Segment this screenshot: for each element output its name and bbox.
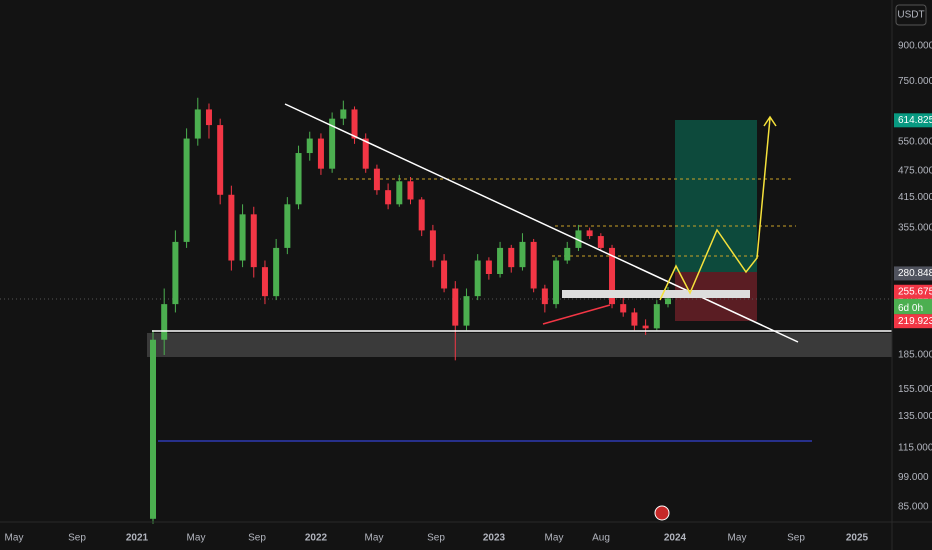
x-tick-label: 2024	[664, 533, 687, 544]
candle-body	[631, 312, 638, 326]
candle-body	[653, 304, 660, 329]
candle-body	[295, 153, 302, 205]
y-tick-label: 355.000	[898, 222, 932, 233]
candle-body	[597, 236, 604, 248]
x-tick-label: May	[5, 533, 24, 544]
y-tick-label: 135.000	[898, 411, 932, 422]
y-tick-label: 85.000	[898, 502, 929, 513]
price-badge-label: 219.923	[898, 316, 932, 327]
support-zone	[147, 333, 892, 357]
x-tick-label: Sep	[427, 533, 445, 544]
candle-body	[620, 304, 627, 313]
candle-body	[519, 241, 526, 268]
price-badge-label: 255.675	[898, 286, 932, 297]
candle-body	[183, 138, 190, 242]
candle-body	[485, 260, 492, 275]
currency-box[interactable]	[895, 4, 927, 26]
price-badge-label: 280.848	[898, 268, 932, 279]
zone	[562, 290, 750, 298]
candle-body	[194, 109, 201, 139]
candle-body	[205, 109, 212, 126]
candle-body	[575, 230, 582, 248]
candle-body	[429, 230, 436, 261]
currency: USDT	[897, 10, 924, 21]
candle-body	[541, 288, 548, 305]
candle-body	[340, 109, 347, 119]
candle-body	[228, 194, 235, 261]
y-tick-label: 550.000	[898, 137, 932, 148]
price-badge	[894, 113, 932, 128]
candle-body	[261, 267, 268, 297]
price-badge	[894, 266, 932, 281]
y-tick-label: 115.000	[898, 443, 932, 454]
countdown: 6d 0h	[898, 303, 923, 314]
candle-body	[306, 138, 313, 154]
y-tick-label: 750.000	[898, 76, 932, 87]
candle-body	[273, 247, 280, 297]
candle-body	[373, 168, 380, 191]
candle-body	[161, 304, 168, 340]
candle-body	[452, 288, 459, 326]
y-tick-label: 415.000	[898, 192, 932, 203]
candle-body	[351, 109, 358, 139]
candle-body	[642, 325, 649, 329]
candle-body	[329, 118, 336, 169]
x-tick-label: Sep	[68, 533, 86, 544]
axes: 900.000 750.000 550.000 475.000 415.000 355.0…	[5, 40, 932, 544]
candle-body	[474, 260, 481, 297]
arrow-head	[763, 115, 777, 127]
candle-body	[150, 339, 156, 519]
candle-body	[250, 214, 257, 268]
x-tick-label: Sep	[787, 533, 805, 544]
candle-body	[586, 230, 593, 237]
candle-body	[463, 296, 470, 326]
candle-body	[284, 204, 291, 248]
candle-body	[217, 125, 224, 195]
x-tick-label: 2023	[483, 533, 506, 544]
x-tick-label: May	[365, 533, 384, 544]
trend-line	[284, 103, 799, 343]
y-tick-label: 185.000	[898, 350, 932, 361]
candle-body	[553, 260, 560, 305]
candles	[150, 97, 671, 524]
candle-body	[530, 241, 537, 289]
candle-body	[609, 247, 616, 305]
x-tick-label: 2021	[126, 533, 149, 544]
price-badge-label: 614.825	[898, 115, 932, 126]
candle-body	[362, 138, 369, 169]
x-tick-label: May	[545, 533, 564, 544]
x-tick-label: Aug	[592, 533, 610, 544]
candle-body	[317, 138, 324, 169]
y-tick-label: 99.000	[898, 472, 929, 483]
candle-body	[497, 247, 504, 275]
candle-body	[385, 190, 392, 205]
target-zone	[675, 120, 757, 272]
price-badge	[894, 314, 932, 329]
price-badge	[894, 284, 932, 299]
candle-body	[172, 241, 179, 305]
candle-body	[665, 298, 671, 305]
x-tick-label: 2022	[305, 533, 328, 544]
x-tick-label: May	[728, 533, 747, 544]
candle-body	[407, 181, 414, 200]
y-tick-label: 900.000	[898, 40, 932, 51]
candle-body	[564, 247, 571, 261]
x-tick-label: May	[187, 533, 206, 544]
candle-body	[239, 214, 246, 261]
candle-body	[508, 247, 515, 268]
event-icon[interactable]	[654, 505, 670, 521]
candle-body	[418, 199, 425, 231]
y-tick-label: 475.000	[898, 165, 932, 176]
y-tick-label: 155.000	[898, 384, 932, 395]
candle-body	[441, 260, 448, 289]
x-tick-label: Sep	[248, 533, 266, 544]
trend-line	[542, 304, 611, 325]
candle-body	[396, 181, 403, 205]
x-tick-label: 2025	[846, 533, 869, 544]
projection	[659, 117, 771, 301]
